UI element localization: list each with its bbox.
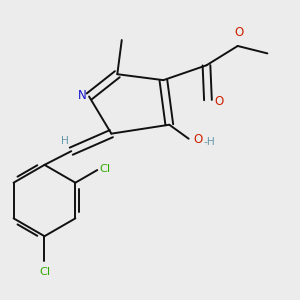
- Text: O: O: [194, 134, 202, 146]
- Text: Cl: Cl: [100, 164, 111, 174]
- Text: O: O: [214, 95, 224, 108]
- Text: H: H: [61, 136, 69, 146]
- Text: O: O: [234, 26, 243, 39]
- Text: N: N: [78, 89, 87, 102]
- Text: -H: -H: [203, 137, 215, 147]
- Text: Cl: Cl: [39, 267, 50, 278]
